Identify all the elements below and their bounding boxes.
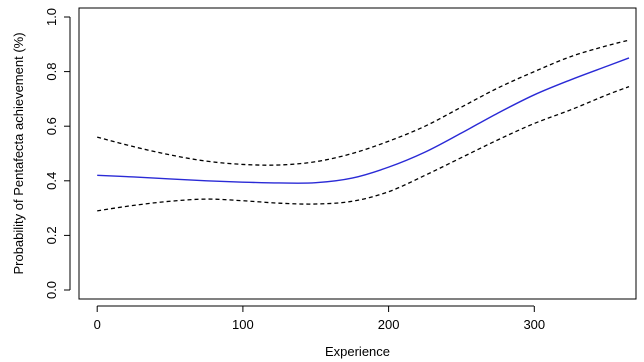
x-tick-label-100: 100 xyxy=(232,317,254,332)
x-tick-label-300: 300 xyxy=(523,317,545,332)
y-tick-label-0.0: 0.0 xyxy=(44,281,59,299)
y-tick-label-1.0: 1.0 xyxy=(44,8,59,26)
x-axis-title: Experience xyxy=(325,344,390,359)
y-ticks xyxy=(64,16,70,291)
y-tick-labels: 0.0 0.2 0.4 0.6 0.8 1.0 xyxy=(44,8,59,299)
lower-bound-line xyxy=(97,86,630,212)
y-tick-label-0.8: 0.8 xyxy=(44,63,59,81)
x-tick-label-0: 0 xyxy=(94,317,101,332)
x-tick-label-200: 200 xyxy=(378,317,400,332)
x-tick-labels: 0 100 200 300 xyxy=(94,317,546,332)
estimate-line xyxy=(97,57,630,184)
y-tick-label-0.6: 0.6 xyxy=(44,117,59,135)
y-tick-label-0.4: 0.4 xyxy=(44,172,59,190)
series-layer xyxy=(97,39,630,212)
x-ticks xyxy=(96,306,535,312)
plot-frame xyxy=(78,7,637,300)
y-axis-title: Probability of Pentafecta achievement (%… xyxy=(11,32,26,274)
upper-bound-line xyxy=(97,39,630,166)
y-tick-label-0.2: 0.2 xyxy=(44,226,59,244)
